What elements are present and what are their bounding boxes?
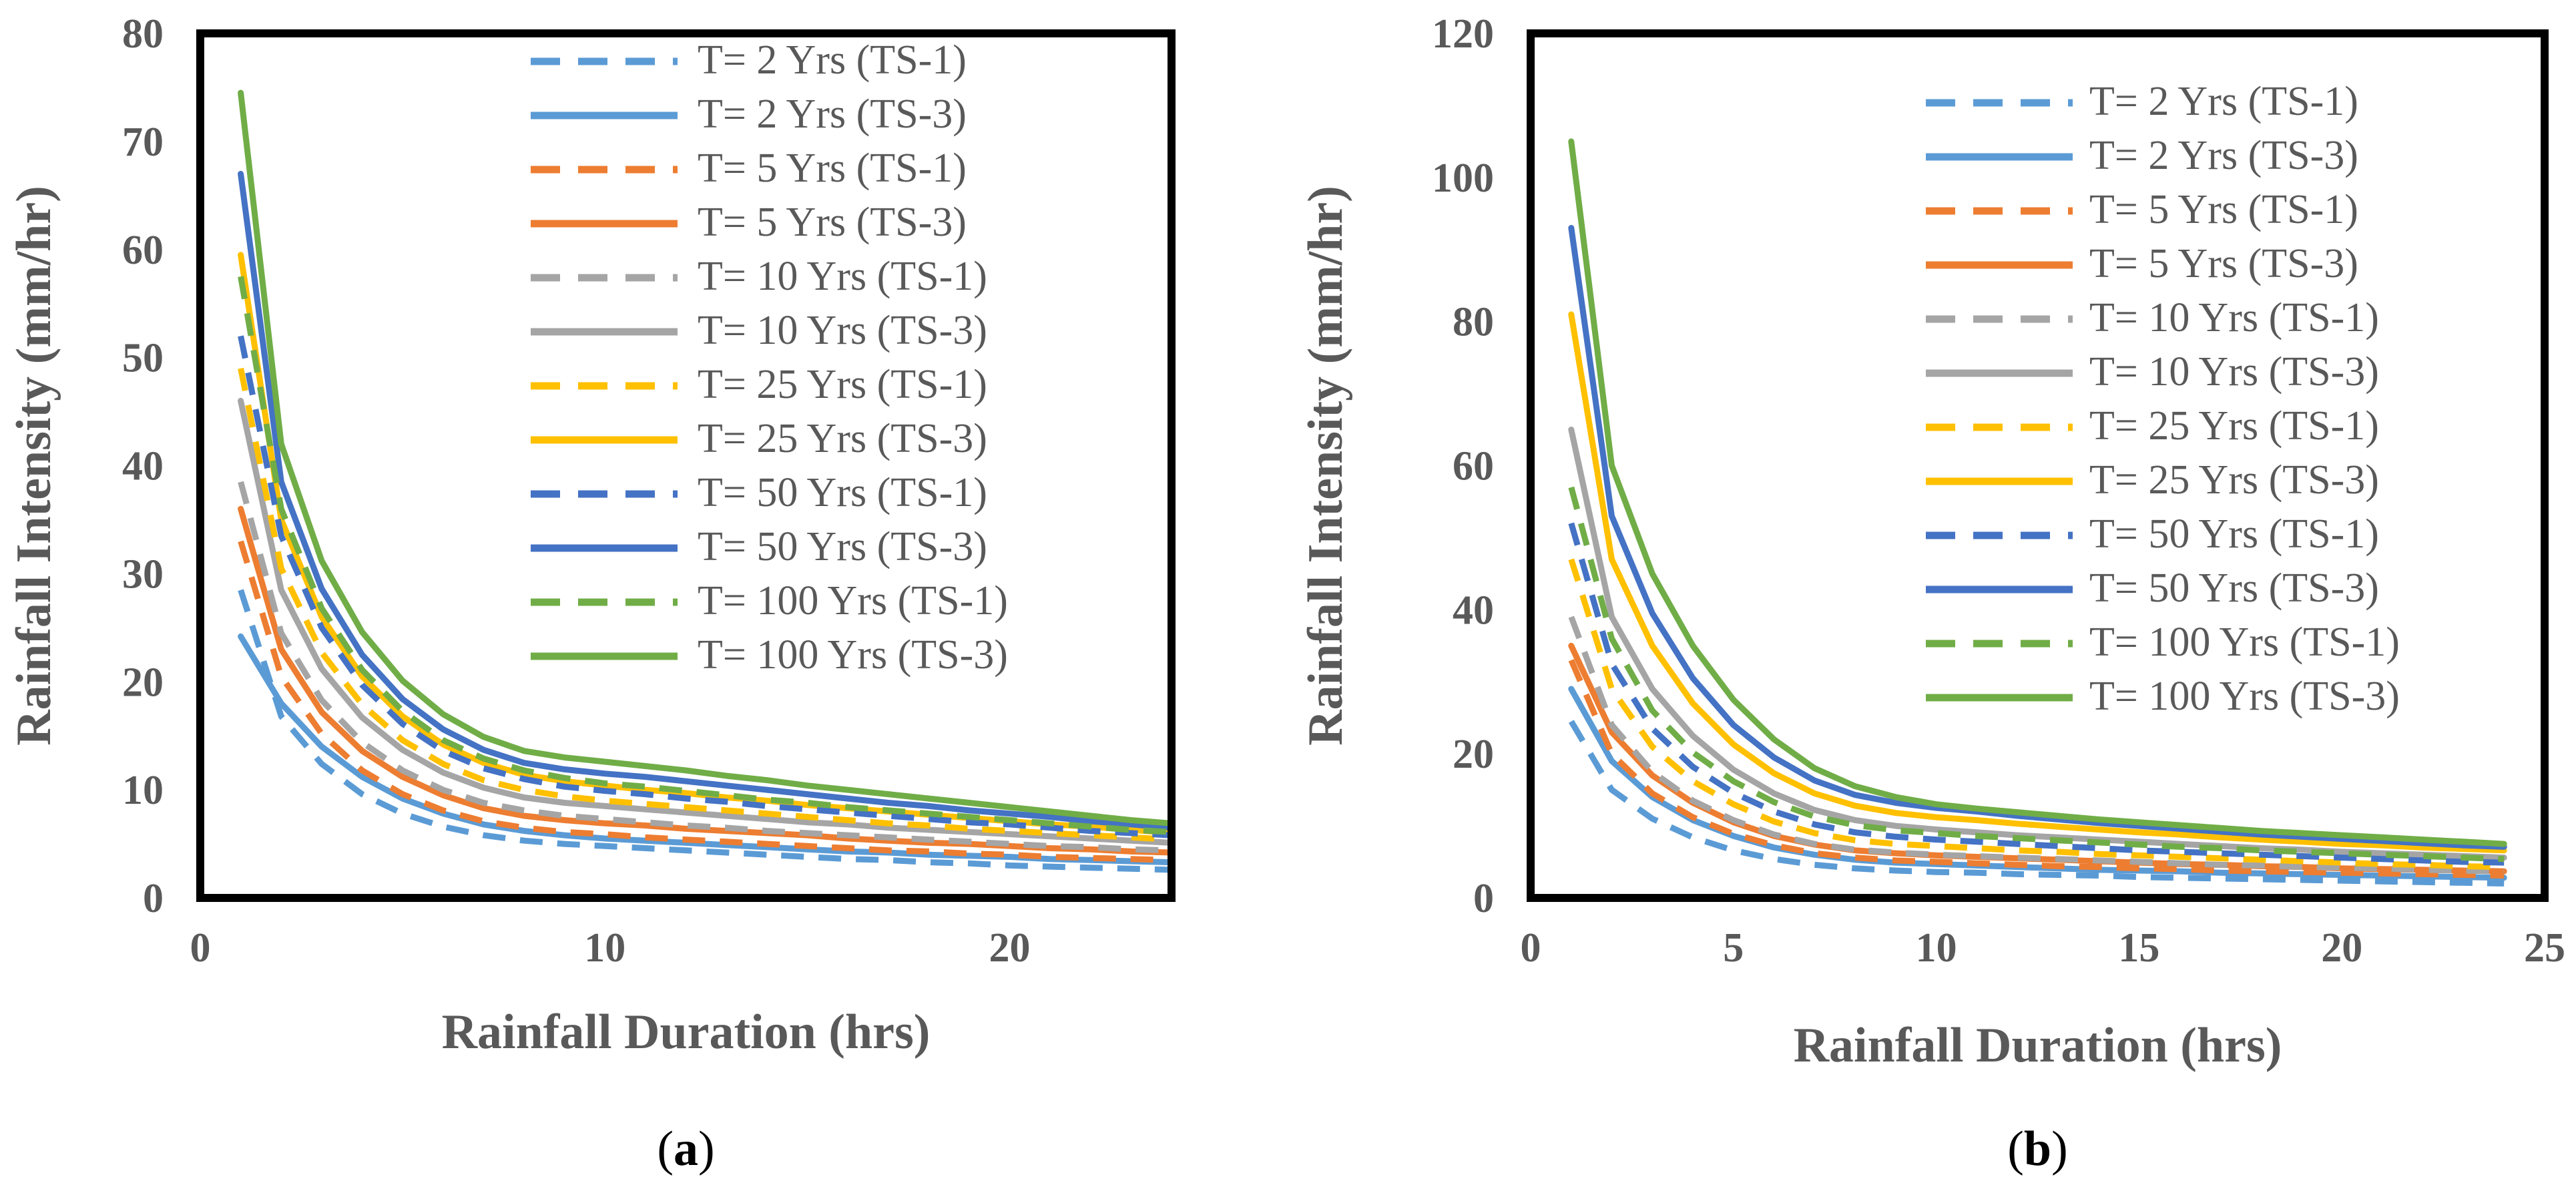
series-line-3 (238, 540, 1172, 863)
legend-entry-label: T= 100 Yrs (TS-3) (698, 632, 1008, 678)
series-line-4 (238, 505, 1175, 856)
series-line-7 (1568, 558, 2505, 871)
legend-entry-label: T= 5 Yrs (TS-1) (698, 146, 967, 191)
series-line-7 (238, 367, 1172, 843)
legend-entry-label: T= 10 Yrs (TS-1) (2089, 295, 2379, 340)
y-axis-title: Rainfall Intensity (mm/hr) (1298, 186, 1353, 746)
legend-entry-label: T= 25 Yrs (TS-3) (2089, 457, 2379, 503)
x-tick-label: 15 (2118, 925, 2159, 971)
y-tick-label: 0 (1473, 876, 1494, 921)
y-tick-label: 30 (122, 551, 164, 597)
series-line-2 (238, 633, 1175, 866)
x-tick-label: 0 (1521, 925, 1541, 971)
y-tick-label: 100 (1432, 156, 1494, 201)
legend-entry-label: T= 5 Yrs (TS-3) (2089, 241, 2358, 286)
series-line-8 (1568, 311, 2507, 854)
legend-entry-label: T= 10 Yrs (TS-3) (698, 308, 987, 353)
series-line-11 (238, 276, 1172, 835)
y-tick-label: 60 (122, 228, 164, 273)
panel-caption: (a) (657, 1122, 714, 1176)
series-line-9 (238, 335, 1172, 839)
legend-entry-label: T= 50 Yrs (TS-1) (2089, 511, 2379, 557)
panel-caption: (b) (2007, 1122, 2067, 1176)
series-line-10 (238, 170, 1175, 831)
legend-entry-label: T= 25 Yrs (TS-3) (698, 416, 987, 461)
x-tick-label: 5 (1723, 925, 1744, 971)
y-tick-label: 70 (122, 120, 164, 165)
plot-area (196, 29, 1176, 902)
legend-entry-label: T= 2 Yrs (TS-3) (698, 91, 967, 137)
legend-entry-label: T= 100 Yrs (TS-1) (698, 578, 1008, 624)
x-tick-label: 10 (1916, 925, 1957, 971)
legend-entry-label: T= 10 Yrs (TS-3) (2089, 349, 2379, 395)
series-line-1 (238, 589, 1172, 873)
legend-entry-label: T= 100 Yrs (TS-1) (2089, 620, 2400, 665)
legend-entry-label: T= 2 Yrs (TS-1) (2089, 79, 2358, 124)
legend-entry-label: T= 2 Yrs (TS-3) (2089, 133, 2358, 178)
series-line-5 (238, 481, 1172, 854)
y-tick-label: 40 (122, 444, 164, 489)
panel-a: 0 10 20 30 40 50 60 70 80 0 10 20 Rainfall Duration … (7, 11, 1176, 1176)
y-tick-label: 20 (122, 660, 164, 705)
legend-entry-label: T= 100 Yrs (TS-3) (2089, 674, 2400, 719)
legend-entry-label: T= 50 Yrs (TS-3) (698, 524, 987, 569)
legend: T= 2 Yrs (TS-1) T= 2 Yrs (TS-3) T= 5 Yrs (… (1926, 79, 2400, 719)
series-line-3 (1568, 659, 2505, 879)
series-line-10 (1568, 224, 2507, 850)
series-line-6 (238, 397, 1175, 846)
legend-entry-label: T= 10 Yrs (TS-1) (698, 254, 987, 299)
y-tick-label: 0 (143, 876, 164, 921)
y-tick-label: 60 (1453, 444, 1494, 489)
legend-entry-label: T= 5 Yrs (TS-3) (698, 200, 967, 245)
series-line-12 (238, 89, 1175, 826)
series-line-6 (1568, 427, 2507, 861)
series-line-12 (1568, 138, 2507, 847)
legend-entry-label: T= 25 Yrs (TS-1) (698, 362, 987, 407)
x-tick-label: 10 (584, 925, 625, 971)
x-axis-title: Rainfall Duration (hrs) (1794, 1018, 2282, 1073)
x-tick-label: 20 (2321, 925, 2362, 971)
y-axis-title: Rainfall Intensity (mm/hr) (7, 186, 61, 746)
y-tick-label: 40 (1453, 587, 1494, 633)
y-tick-label: 10 (122, 768, 164, 813)
y-tick-label: 120 (1432, 11, 1494, 57)
legend-entry-label: T= 50 Yrs (TS-3) (2089, 565, 2379, 611)
x-tick-label: 0 (190, 925, 211, 971)
x-axis-title: Rainfall Duration (hrs) (442, 1005, 931, 1059)
y-tick-label: 80 (1453, 300, 1494, 345)
plot-area (1527, 29, 2549, 902)
legend-entry-label: T= 2 Yrs (TS-1) (698, 37, 967, 83)
legend-entry-label: T= 50 Yrs (TS-1) (698, 470, 987, 515)
series-line-1 (1568, 720, 2505, 887)
x-tick-label: 25 (2524, 925, 2565, 971)
series-line-11 (1568, 486, 2505, 863)
legend-entry-label: T= 5 Yrs (TS-1) (2089, 187, 2358, 232)
y-tick-label: 80 (122, 11, 164, 57)
legend: T= 2 Yrs (TS-1) T= 2 Yrs (TS-3) T= 5 Yrs (… (531, 37, 1008, 678)
series-line-5 (1568, 616, 2505, 875)
y-tick-label: 20 (1453, 732, 1494, 777)
legend-entry-label: T= 25 Yrs (TS-1) (2089, 403, 2379, 449)
series-line-9 (1568, 522, 2505, 866)
y-tick-label: 50 (122, 336, 164, 381)
x-tick-label: 20 (989, 925, 1031, 971)
panel-b: 0 20 40 60 80 100 120 0 5 10 15 20 25 Rainfall Durati… (1298, 11, 2565, 1176)
